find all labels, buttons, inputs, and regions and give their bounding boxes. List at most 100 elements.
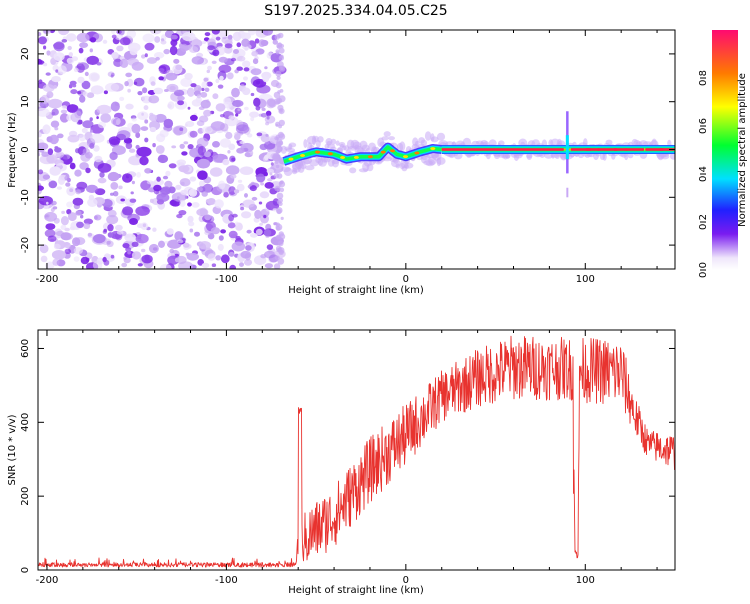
- noise-speck: [49, 166, 61, 176]
- noise-speck: [72, 237, 81, 247]
- colorbar-tick-label: 0.8: [698, 70, 709, 86]
- noise-speck: [228, 214, 235, 222]
- ridge-hotspot: [353, 155, 359, 159]
- ridge-halo: [304, 165, 315, 171]
- snr-ytick-label: 200: [20, 487, 31, 506]
- noise-speck: [218, 56, 228, 63]
- noise-speck: [78, 119, 83, 125]
- ridge-hotspot: [403, 155, 408, 159]
- noise-speck: [228, 251, 235, 257]
- noise-speck: [236, 66, 243, 71]
- noise-speck: [276, 235, 281, 239]
- noise-speck: [43, 45, 47, 50]
- noise-speck: [178, 210, 187, 216]
- noise-speck: [157, 154, 169, 164]
- noise-speck: [135, 144, 140, 150]
- noise-speck: [55, 151, 65, 158]
- noise-speck: [137, 263, 143, 267]
- spectrogram-xtick-label: 100: [576, 274, 595, 285]
- noise-speck: [131, 117, 137, 122]
- noise-speck: [152, 143, 156, 148]
- noise-speck: [144, 119, 149, 124]
- noise-speck: [66, 33, 77, 42]
- noise-speck: [236, 147, 245, 154]
- noise-speck: [155, 56, 160, 61]
- noise-speck: [249, 111, 259, 118]
- ridge-halo: [383, 131, 391, 137]
- noise-speck: [54, 126, 59, 131]
- snr-xtick-label: -200: [36, 575, 59, 586]
- noise-speck: [110, 182, 119, 190]
- noise-speck: [144, 168, 152, 174]
- noise-speck: [57, 133, 64, 139]
- noise-speck: [200, 91, 208, 98]
- noise-speck: [38, 195, 54, 206]
- noise-speck: [122, 243, 130, 249]
- ridge-halo: [326, 141, 332, 145]
- noise-speck: [189, 228, 194, 233]
- noise-speck: [126, 30, 137, 39]
- noise-speck: [231, 157, 236, 162]
- noise-speck: [89, 48, 94, 53]
- noise-speck: [219, 75, 224, 81]
- noise-speck: [148, 114, 158, 122]
- noise-speck: [233, 49, 239, 54]
- noise-speck: [144, 42, 155, 51]
- noise-speck: [235, 124, 250, 134]
- noise-speck: [65, 182, 71, 187]
- noise-speck: [259, 143, 268, 151]
- noise-speck: [231, 87, 240, 98]
- noise-speck: [278, 231, 284, 237]
- noise-speck: [184, 123, 188, 127]
- noise-speck: [241, 211, 252, 219]
- ridge-halo: [602, 152, 607, 161]
- noise-speck: [85, 167, 91, 174]
- noise-speck: [178, 261, 194, 269]
- noise-speck: [96, 116, 99, 120]
- noise-speck: [279, 187, 285, 193]
- noise-speck: [182, 242, 190, 248]
- noise-speck: [206, 198, 216, 205]
- noise-speck: [179, 199, 186, 207]
- ridge-peak-line: [597, 148, 618, 151]
- noise-speck: [222, 158, 230, 166]
- noise-speck: [78, 47, 84, 54]
- noise-speck: [262, 30, 273, 36]
- noise-speck: [153, 87, 164, 95]
- noise-speck: [82, 148, 91, 155]
- noise-speck: [242, 60, 251, 68]
- noise-speck: [80, 214, 84, 219]
- noise-speck: [197, 170, 208, 180]
- noise-speck: [60, 224, 67, 230]
- noise-speck: [252, 58, 259, 65]
- noise-speck: [167, 103, 172, 109]
- noise-speck: [166, 83, 179, 93]
- noise-speck: [133, 81, 138, 86]
- noise-speck: [278, 201, 283, 206]
- spectrogram-xtick-label: -100: [215, 274, 238, 285]
- noise-speck: [79, 134, 86, 142]
- snr-ytick-label: 600: [20, 339, 31, 358]
- noise-speck: [179, 143, 185, 149]
- noise-speck: [38, 32, 42, 37]
- ridge-halo: [399, 141, 406, 152]
- noise-speck: [269, 172, 273, 176]
- noise-speck: [52, 206, 58, 210]
- noise-speck: [260, 39, 269, 47]
- noise-speck: [149, 126, 157, 133]
- noise-speck: [273, 154, 280, 162]
- noise-speck: [119, 96, 125, 101]
- noise-speck: [188, 221, 195, 227]
- noise-speck: [46, 201, 49, 205]
- noise-speck: [153, 52, 165, 59]
- noise-speck: [202, 40, 207, 44]
- snr-border: [37, 329, 676, 571]
- noise-speck: [189, 176, 197, 182]
- noise-speck: [227, 150, 231, 154]
- noise-speck: [110, 254, 115, 259]
- noise-speck: [41, 151, 49, 157]
- noise-speck: [42, 124, 51, 135]
- noise-speck: [90, 133, 105, 143]
- noise-speck: [273, 172, 280, 179]
